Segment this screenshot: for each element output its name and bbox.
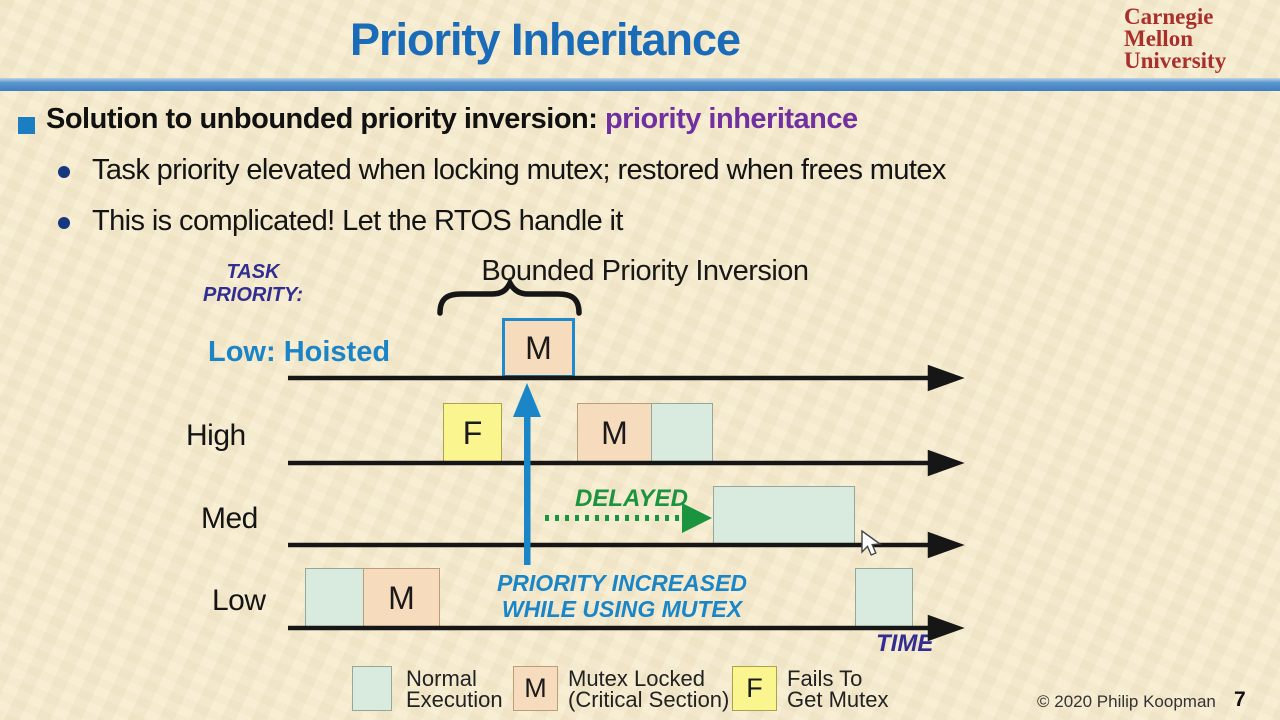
delayed-label: DELAYED bbox=[575, 485, 688, 512]
hoisted-mutex-letter: M bbox=[525, 329, 552, 366]
row-label-low: Low bbox=[212, 584, 266, 617]
page-number: 7 bbox=[1234, 688, 1246, 711]
legend-mutex-line1: Mutex Locked bbox=[568, 666, 705, 691]
low-mutex-box: M bbox=[363, 568, 440, 628]
sub-bullet-1: Task priority elevated when locking mute… bbox=[92, 154, 946, 186]
low-mutex-letter: M bbox=[388, 579, 415, 616]
legend-fail-line2: Get Mutex bbox=[787, 687, 889, 712]
task-priority-line2: PRIORITY: bbox=[202, 284, 303, 306]
high-fail-box: F bbox=[443, 403, 502, 463]
cmu-logo-line: Carnegie bbox=[1124, 4, 1214, 29]
main-bullet-highlight: priority inheritance bbox=[604, 103, 858, 135]
row-label-high: High bbox=[186, 419, 246, 452]
legend-fail-label: Fails To Get Mutex bbox=[787, 666, 889, 712]
legend-mutex-line2: (Critical Section) bbox=[568, 687, 730, 712]
square-bullet-icon bbox=[18, 117, 35, 134]
sub-bullet-2: This is complicated! Let the RTOS handle… bbox=[92, 205, 623, 237]
legend-normal-label: Normal Execution bbox=[406, 666, 503, 712]
legend-mutex-letter: M bbox=[524, 673, 547, 703]
priority-increased-line1: PRIORITY INCREASED bbox=[496, 570, 748, 596]
priority-increased-line2: WHILE USING MUTEX bbox=[501, 596, 743, 622]
page-title: Priority Inheritance bbox=[349, 14, 741, 65]
legend-mutex-label: Mutex Locked (Critical Section) bbox=[568, 666, 730, 712]
hoisted-mutex-box: M bbox=[502, 318, 575, 378]
high-fail-letter: F bbox=[462, 414, 483, 451]
legend-fail-swatch: F bbox=[732, 666, 777, 711]
copyright-text: © 2020 Philip Koopman bbox=[1037, 692, 1216, 711]
main-bullet-text: Solution to unbounded priority inversion… bbox=[46, 103, 858, 136]
cmu-logo-line: University bbox=[1124, 48, 1227, 73]
high-mutex-letter: M bbox=[601, 414, 628, 451]
row-label-low-hoisted: Low: Hoisted bbox=[208, 336, 391, 368]
axis-high-arrowhead-icon bbox=[927, 449, 965, 477]
med-normal-box bbox=[713, 486, 855, 545]
header-divider-bar bbox=[0, 78, 1280, 91]
high-normal-box bbox=[651, 403, 713, 463]
cmu-logo-line: Mellon bbox=[1124, 26, 1193, 51]
priority-increase-arrow-icon bbox=[513, 383, 541, 565]
task-priority-label: TASK PRIORITY: bbox=[198, 261, 308, 307]
task-priority-line1: TASK bbox=[226, 261, 280, 283]
bounded-priority-inversion-heading: Bounded Priority Inversion bbox=[481, 255, 809, 287]
legend-normal-line2: Execution bbox=[406, 687, 503, 712]
legend-fail-line1: Fails To bbox=[787, 666, 863, 691]
high-mutex-box: M bbox=[577, 403, 652, 463]
round-bullet-icon bbox=[58, 217, 70, 229]
axis-low-arrowhead-icon bbox=[927, 614, 965, 642]
priority-increased-note: PRIORITY INCREASED WHILE USING MUTEX bbox=[492, 570, 752, 622]
main-bullet-prefix: Solution to unbounded priority inversion… bbox=[46, 103, 605, 135]
legend-normal-line1: Normal bbox=[406, 666, 477, 691]
axis-med-arrowhead-icon bbox=[927, 531, 965, 559]
legend-fail-letter: F bbox=[746, 673, 763, 703]
row-label-med: Med bbox=[201, 502, 258, 535]
time-axis-label: TIME bbox=[876, 630, 934, 657]
low-normal-box bbox=[305, 568, 364, 628]
axis-hoisted-arrowhead-icon bbox=[927, 364, 965, 392]
cmu-logo: Carnegie Mellon University bbox=[1124, 4, 1274, 73]
legend-mutex-swatch: M bbox=[513, 666, 558, 711]
low-normal-box-2 bbox=[855, 568, 913, 628]
legend-normal-swatch bbox=[352, 666, 392, 711]
round-bullet-icon bbox=[58, 166, 70, 178]
mouse-cursor-icon bbox=[861, 529, 882, 556]
